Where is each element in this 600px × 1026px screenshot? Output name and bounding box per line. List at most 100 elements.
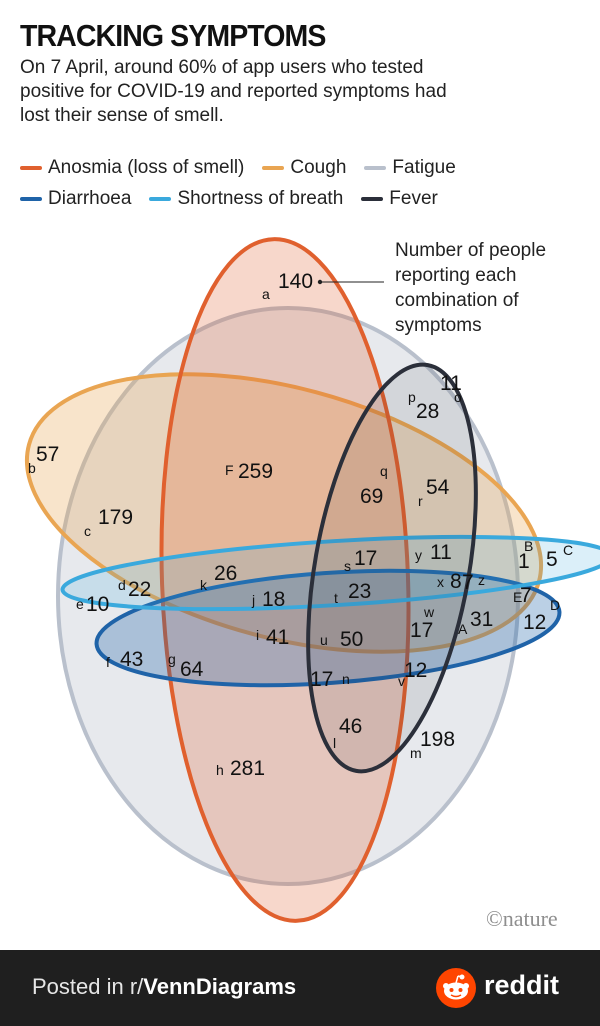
set-diarrhoea xyxy=(94,568,562,688)
chart-title: TRACKING SYMPTOMS xyxy=(20,18,326,53)
region-l-letter: l xyxy=(333,735,336,751)
legend-swatch xyxy=(149,196,172,201)
region-b-count: 57 xyxy=(36,443,59,466)
region-b-letter: b xyxy=(28,460,36,476)
region-p-count: 28 xyxy=(416,400,439,423)
legend-row-2: Diarrhoea Shortness of breath Fever xyxy=(20,183,600,214)
legend-label: Fatigue xyxy=(392,156,456,178)
region-u-count: 50 xyxy=(340,628,363,651)
region-D-letter: D xyxy=(550,597,560,613)
region-F-count: 259 xyxy=(238,460,273,483)
region-h-letter: h xyxy=(216,762,224,778)
region-n-letter: n xyxy=(342,671,350,687)
region-i-count: 41 xyxy=(266,626,289,649)
footer-text[interactable]: Posted in r/VennDiagrams xyxy=(32,974,296,1000)
footer-community: VennDiagrams xyxy=(143,974,297,999)
region-C-letter: C xyxy=(563,542,573,558)
annotation-note: Number of people reporting each combinat… xyxy=(395,240,547,336)
region-o-count: 11 xyxy=(440,372,462,395)
reddit-wordmark: reddit xyxy=(484,970,560,1000)
legend-item-anosmia: Anosmia (loss of smell) xyxy=(20,157,244,179)
region-E-count: 7 xyxy=(520,584,532,607)
region-i-letter: i xyxy=(256,627,259,643)
legend-label: Shortness of breath xyxy=(177,187,344,209)
legend-swatch xyxy=(262,165,285,170)
region-x-count: 8 xyxy=(450,570,462,593)
region-e-count: 10 xyxy=(86,593,109,616)
region-m-letter: m xyxy=(410,745,422,761)
annotation-dot xyxy=(317,279,323,285)
footer-prefix: Posted in r/ xyxy=(32,974,144,999)
region-n-count: 17 xyxy=(310,668,333,691)
region-x-letter: x xyxy=(437,574,444,590)
region-t-letter: t xyxy=(334,590,338,606)
region-F-letter: F xyxy=(225,462,234,478)
region-s-count: 17 xyxy=(354,547,377,570)
legend-label: Anosmia (loss of smell) xyxy=(48,156,245,178)
region-s-letter: s xyxy=(344,558,351,574)
legend: Anosmia (loss of smell) Cough Fatigue Di… xyxy=(20,152,600,214)
region-u-letter: u xyxy=(320,632,328,648)
region-z-count: 7 xyxy=(462,571,474,594)
region-A-letter: A xyxy=(458,621,468,637)
region-v-count: 12 xyxy=(404,659,427,682)
chart-subtitle: On 7 April, around 60% of app users who … xyxy=(20,57,447,126)
region-A-count: 31 xyxy=(470,608,493,631)
region-g-letter: g xyxy=(168,651,176,667)
region-f-letter: f xyxy=(106,654,110,670)
region-w-letter: w xyxy=(423,604,435,620)
legend-swatch xyxy=(20,196,42,201)
region-p-letter: p xyxy=(408,389,416,405)
region-D-count: 12 xyxy=(523,611,546,634)
region-t-count: 23 xyxy=(348,580,371,603)
region-a-letter: a xyxy=(262,286,270,302)
region-E-letter: E xyxy=(513,589,522,605)
legend-item-diarrhoea: Diarrhoea xyxy=(20,188,131,210)
region-w-count: 17 xyxy=(410,619,433,642)
region-m-count: 198 xyxy=(420,728,455,751)
legend-item-shortness-of-breath: Shortness of breath xyxy=(149,188,343,210)
region-e-letter: e xyxy=(76,596,84,612)
region-B-count: 1 xyxy=(518,550,530,573)
legend-row-1: Anosmia (loss of smell) Cough Fatigue xyxy=(20,152,600,183)
set-fever xyxy=(306,362,478,774)
region-l-count: 46 xyxy=(339,715,362,738)
legend-label: Cough xyxy=(290,156,347,178)
reddit-alien-icon xyxy=(443,974,469,1000)
region-d-count: 22 xyxy=(128,578,151,601)
set-anosmia xyxy=(159,237,411,923)
region-y-count: 11 xyxy=(430,541,452,564)
region-k-count: 26 xyxy=(214,562,237,585)
region-o-letter: o xyxy=(454,389,462,405)
legend-item-cough: Cough xyxy=(262,157,346,179)
region-r-count: 54 xyxy=(426,476,450,499)
region-j-count: 18 xyxy=(262,588,285,611)
region-y-letter: y xyxy=(415,547,422,563)
region-z-letter: z xyxy=(478,572,485,588)
region-h-count: 281 xyxy=(230,757,265,780)
legend-swatch xyxy=(364,165,387,170)
region-c-letter: c xyxy=(84,523,91,539)
region-j-letter: j xyxy=(251,592,255,608)
region-B-letter: B xyxy=(524,538,533,554)
nature-logo: ©nature xyxy=(486,906,558,931)
region-f-count: 43 xyxy=(120,648,143,671)
region-k-letter: k xyxy=(200,577,208,593)
reddit-footer: Posted in r/VennDiagrams reddit xyxy=(0,950,600,1026)
set-shortness-of-breath xyxy=(60,534,600,612)
region-r-letter: r xyxy=(418,493,423,509)
legend-label: Fever xyxy=(389,187,438,209)
legend-item-fatigue: Fatigue xyxy=(364,156,456,179)
region-a-count: 140 xyxy=(278,270,313,293)
reddit-icon xyxy=(436,968,476,1008)
legend-swatch xyxy=(20,165,42,170)
legend-swatch xyxy=(361,196,384,201)
region-q-count: 69 xyxy=(360,485,383,508)
region-c-count: 179 xyxy=(98,506,133,529)
region-v-letter: v xyxy=(398,673,405,689)
legend-item-fever: Fever xyxy=(361,188,438,210)
region-C-count: 5 xyxy=(546,548,558,571)
set-fatigue xyxy=(56,306,520,886)
